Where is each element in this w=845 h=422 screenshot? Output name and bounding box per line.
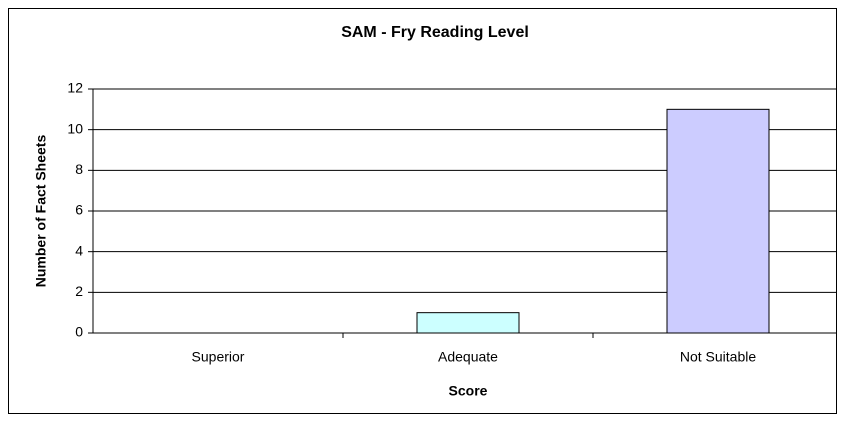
y-tick-label: 8 [75, 161, 83, 177]
bar [416, 312, 520, 334]
x-axis-title: Score [449, 383, 488, 399]
y-tick-label: 2 [75, 283, 83, 299]
x-tick-label: Not Suitable [680, 349, 756, 365]
bar [666, 108, 770, 334]
y-axis-title: Number of Fact Sheets [33, 135, 49, 288]
y-tick-label: 10 [67, 120, 83, 136]
x-tick-label: Superior [192, 349, 245, 365]
y-tick-label: 12 [67, 80, 83, 96]
x-tick-label: Adequate [438, 349, 498, 365]
y-tick-label: 6 [75, 202, 83, 218]
chart-title: SAM - Fry Reading Level [341, 24, 529, 41]
y-tick-label: 4 [75, 242, 83, 258]
y-tick-label: 0 [75, 324, 83, 340]
